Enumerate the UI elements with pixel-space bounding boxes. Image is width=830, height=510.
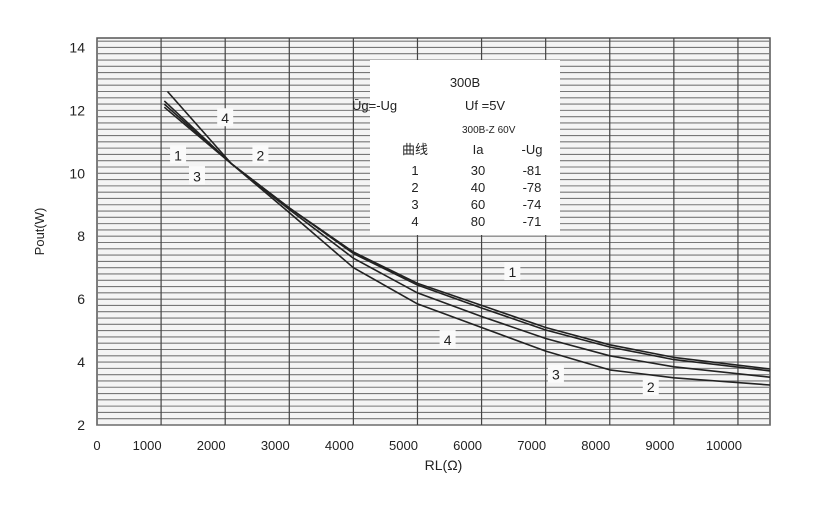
x-tick-label: 3000 xyxy=(261,438,290,453)
legend-title: 300B xyxy=(450,75,480,90)
curve-label-bg xyxy=(252,145,269,164)
legend-note-sub: 300B-Z 60V xyxy=(462,125,516,136)
x-tick-label: 9000 xyxy=(645,438,674,453)
x-axis-label: RL(Ω) xyxy=(425,457,463,473)
legend-column-header: 曲线 xyxy=(402,142,428,157)
legend-cell: 60 xyxy=(471,197,485,212)
legend-column-header: Ia xyxy=(473,142,485,157)
curve-label: 4 xyxy=(221,110,229,126)
legend-cell: 3 xyxy=(411,197,418,212)
legend-cell: -71 xyxy=(523,214,542,229)
x-tick-label: 1000 xyxy=(133,438,162,453)
y-tick-label: 10 xyxy=(69,165,85,181)
legend-cell: 1 xyxy=(411,163,418,178)
y-axis-label: Pout(W) xyxy=(32,208,47,256)
curve-label: 3 xyxy=(552,367,560,383)
y-tick-label: 12 xyxy=(69,102,85,118)
curve-label: 1 xyxy=(508,264,516,280)
legend-cell: -81 xyxy=(523,163,542,178)
curve-label-bg xyxy=(439,330,456,349)
x-tick-label: 4000 xyxy=(325,438,354,453)
legend-column-header: -Ug xyxy=(522,142,543,157)
legend-box xyxy=(370,60,560,235)
curve-label: 2 xyxy=(647,379,655,395)
series-line-4 xyxy=(166,90,771,386)
curve-label-bg xyxy=(217,108,234,127)
curve-label-bg xyxy=(547,364,564,383)
curve-label-bg xyxy=(188,166,205,185)
y-tick-label: 4 xyxy=(77,354,85,370)
x-tick-label: 7000 xyxy=(517,438,546,453)
curve-label: 4 xyxy=(444,332,452,348)
legend-note-left: Ūg=-Ug xyxy=(352,98,397,113)
curve-label-bg xyxy=(642,377,659,396)
legend-cell: 30 xyxy=(471,163,485,178)
legend-cell: 4 xyxy=(411,214,418,229)
x-tick-label: 8000 xyxy=(581,438,610,453)
legend-cell: 2 xyxy=(411,180,418,195)
x-tick-label: 10000 xyxy=(706,438,742,453)
curve-label: 1 xyxy=(174,147,182,163)
y-tick-label: 8 xyxy=(77,228,85,244)
series-line-3 xyxy=(163,106,771,378)
x-tick-label: 6000 xyxy=(453,438,482,453)
y-tick-label: 6 xyxy=(77,291,85,307)
x-tick-label: 5000 xyxy=(389,438,418,453)
curve-label: 3 xyxy=(193,168,201,184)
curve-label-bg xyxy=(504,262,521,281)
x-tick-label: 0 xyxy=(93,438,100,453)
legend-cell: -78 xyxy=(523,180,542,195)
curve-label: 2 xyxy=(257,147,265,163)
x-tick-label: 2000 xyxy=(197,438,226,453)
legend-cell: 80 xyxy=(471,214,485,229)
y-tick-label: 2 xyxy=(77,417,85,433)
curve-label-bg xyxy=(170,145,187,164)
legend-cell: -74 xyxy=(523,197,542,212)
legend-note-right: Uf =5V xyxy=(465,98,505,113)
y-tick-label: 14 xyxy=(69,39,85,55)
legend-cell: 40 xyxy=(471,180,485,195)
